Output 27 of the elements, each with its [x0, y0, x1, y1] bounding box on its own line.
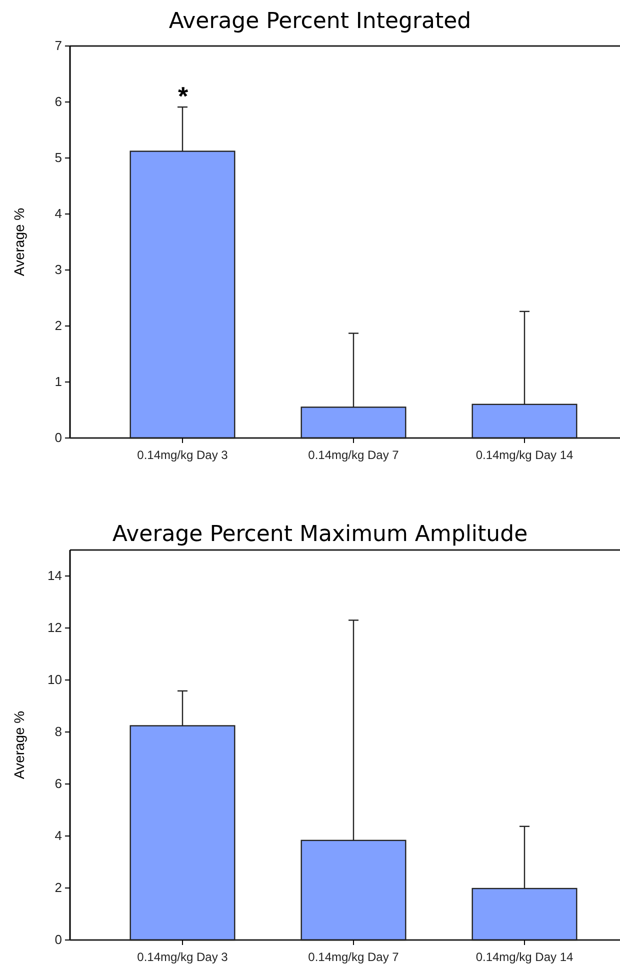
- y-axis-title: Average %: [11, 710, 27, 780]
- x-tick-label: 0.14mg/kg Day 7: [308, 448, 400, 462]
- chart-title: Average Percent Maximum Amplitude: [112, 522, 528, 548]
- y-axis-title: Average %: [11, 208, 27, 276]
- y-tick-label: 3: [54, 262, 62, 278]
- x-tick-label: 0.14mg/kg Day 14: [476, 950, 574, 964]
- chart-title: Average Percent Integrated: [168, 9, 472, 34]
- y-tick-label: 0: [54, 932, 62, 948]
- y-tick-label: 0: [54, 430, 62, 446]
- x-tick-label: 0.14mg/kg Day 3: [137, 950, 228, 964]
- y-tick-label: 12: [48, 620, 62, 636]
- x-tick-label: 0.14mg/kg Day 3: [137, 448, 228, 462]
- y-tick-label: 14: [48, 568, 62, 584]
- y-tick-label: 6: [54, 776, 62, 792]
- y-tick-label: 4: [54, 828, 62, 844]
- y-tick-label: 4: [54, 206, 62, 222]
- annotation: *: [178, 81, 189, 111]
- x-tick-label: 0.14mg/kg Day 7: [308, 950, 400, 964]
- y-tick-label: 1: [54, 374, 62, 390]
- y-tick-label: 6: [54, 94, 62, 110]
- y-tick-label: 10: [48, 672, 62, 688]
- x-tick-label: 0.14mg/kg Day 14: [476, 448, 574, 462]
- y-tick-label: 2: [54, 880, 62, 896]
- y-tick-label: 7: [54, 38, 62, 54]
- y-tick-label: 5: [54, 150, 62, 166]
- y-tick-label: 8: [54, 724, 62, 740]
- y-tick-label: 2: [54, 318, 62, 334]
